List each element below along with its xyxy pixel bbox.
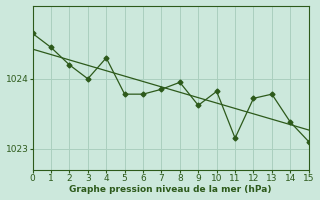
X-axis label: Graphe pression niveau de la mer (hPa): Graphe pression niveau de la mer (hPa) xyxy=(69,185,272,194)
